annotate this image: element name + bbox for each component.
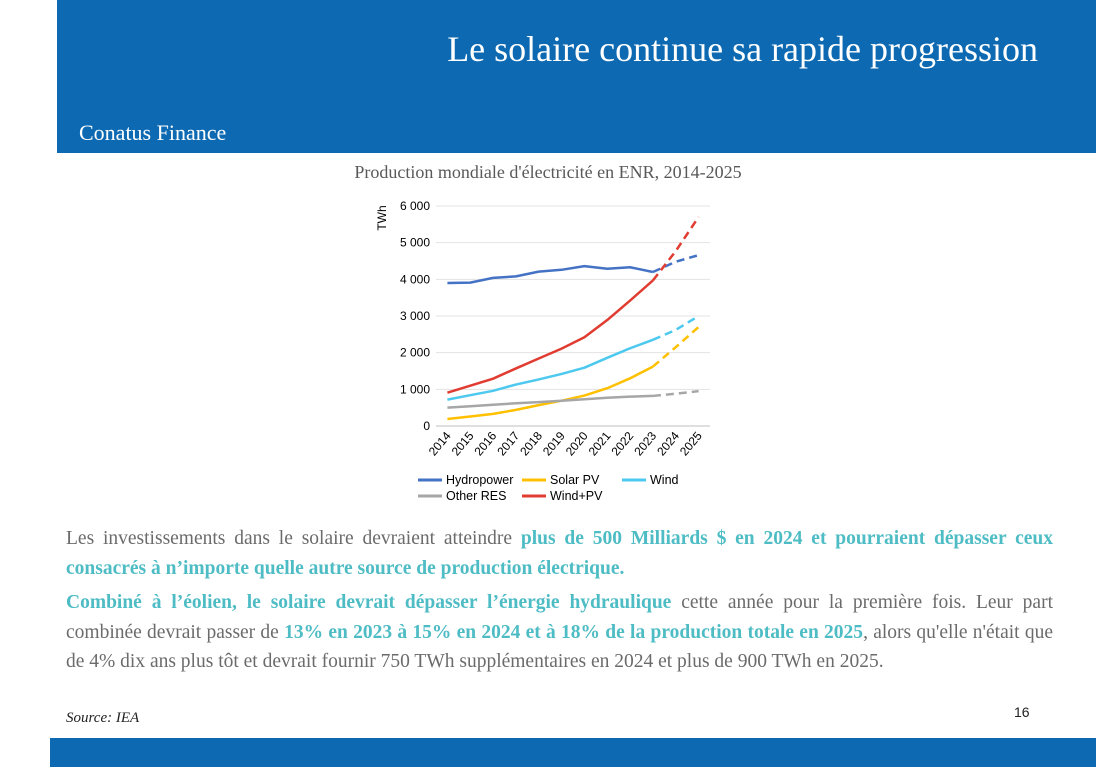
legend-label: Wind+PV <box>550 489 603 503</box>
paragraph-2-text-2: , alors qu'elle n'était que de 4% dix an… <box>66 621 1054 673</box>
y-tick-label: 6 000 <box>400 199 430 213</box>
paragraph-1-highlight: plus de 500 Milliards $ en 2024 et pourr… <box>66 528 1053 579</box>
x-tick-label: 2024 <box>654 429 682 459</box>
legend-label: Wind <box>650 473 679 487</box>
y-axis-label: TWh <box>375 205 389 230</box>
x-tick-label: 2025 <box>677 429 705 459</box>
series-line <box>447 394 653 409</box>
series-line-forecast <box>652 389 699 398</box>
series-line <box>447 264 654 285</box>
chart-title: Production mondiale d'électricité en ENR… <box>354 162 742 182</box>
slide-subtitle: Conatus Finance <box>79 120 227 145</box>
source-note: Source: IEA <box>66 710 140 726</box>
y-tick-label: 0 <box>423 419 430 433</box>
paragraph-2-highlight-2: 13% en 2023 à 15% en 2024 et à 18% de la… <box>284 621 864 643</box>
x-tick-label: 2019 <box>540 429 568 459</box>
x-tick-label: 2017 <box>494 429 522 459</box>
series-line <box>447 279 654 394</box>
paragraph-1: Les investissements dans le solaire devr… <box>66 524 1053 583</box>
footer-bar <box>50 738 1096 767</box>
series-line-forecast <box>652 326 700 368</box>
y-tick-label: 4 000 <box>400 272 430 286</box>
page-number: 16 <box>1014 704 1030 720</box>
x-tick-label: 2021 <box>586 429 614 459</box>
x-tick-label: 2014 <box>426 429 454 459</box>
y-tick-label: 5 000 <box>400 236 430 250</box>
chart-legend: Hydropower Solar PV Wind Other RES Wind+PV <box>418 473 679 503</box>
series-line-forecast <box>652 314 700 341</box>
x-tick-label: 2016 <box>471 429 499 459</box>
header-banner: Le solaire continue sa rapide progressio… <box>57 0 1096 153</box>
series-line <box>447 338 654 401</box>
series-line <box>447 365 654 421</box>
y-tick-label: 3 000 <box>400 309 430 323</box>
paragraph-2: Combiné à l’éolien, le solaire devrait d… <box>66 588 1053 677</box>
x-tick-label: 2023 <box>631 429 659 459</box>
chart-series <box>447 216 700 421</box>
paragraph-2-highlight-1: Combiné à l’éolien, le solaire devrait d… <box>66 592 672 613</box>
x-tick-label: 2015 <box>449 429 477 459</box>
y-tick-label: 2 000 <box>400 346 430 360</box>
legend-label: Solar PV <box>550 473 600 487</box>
slide-title: Le solaire continue sa rapide progressio… <box>447 29 1038 69</box>
x-tick-label: 2022 <box>608 429 636 459</box>
x-tick-label: 2020 <box>563 429 591 459</box>
legend-label: Other RES <box>446 489 506 503</box>
legend-label: Hydropower <box>446 473 513 487</box>
series-line-forecast <box>652 253 699 274</box>
y-tick-label: 1 000 <box>400 382 430 396</box>
paragraph-1-text: Les investissements dans le solaire devr… <box>66 528 521 549</box>
paragraph-2-text-1: cette année pour la première fois. Leur … <box>66 592 1053 643</box>
series-line-forecast <box>651 216 700 282</box>
x-tick-label: 2018 <box>517 429 545 459</box>
